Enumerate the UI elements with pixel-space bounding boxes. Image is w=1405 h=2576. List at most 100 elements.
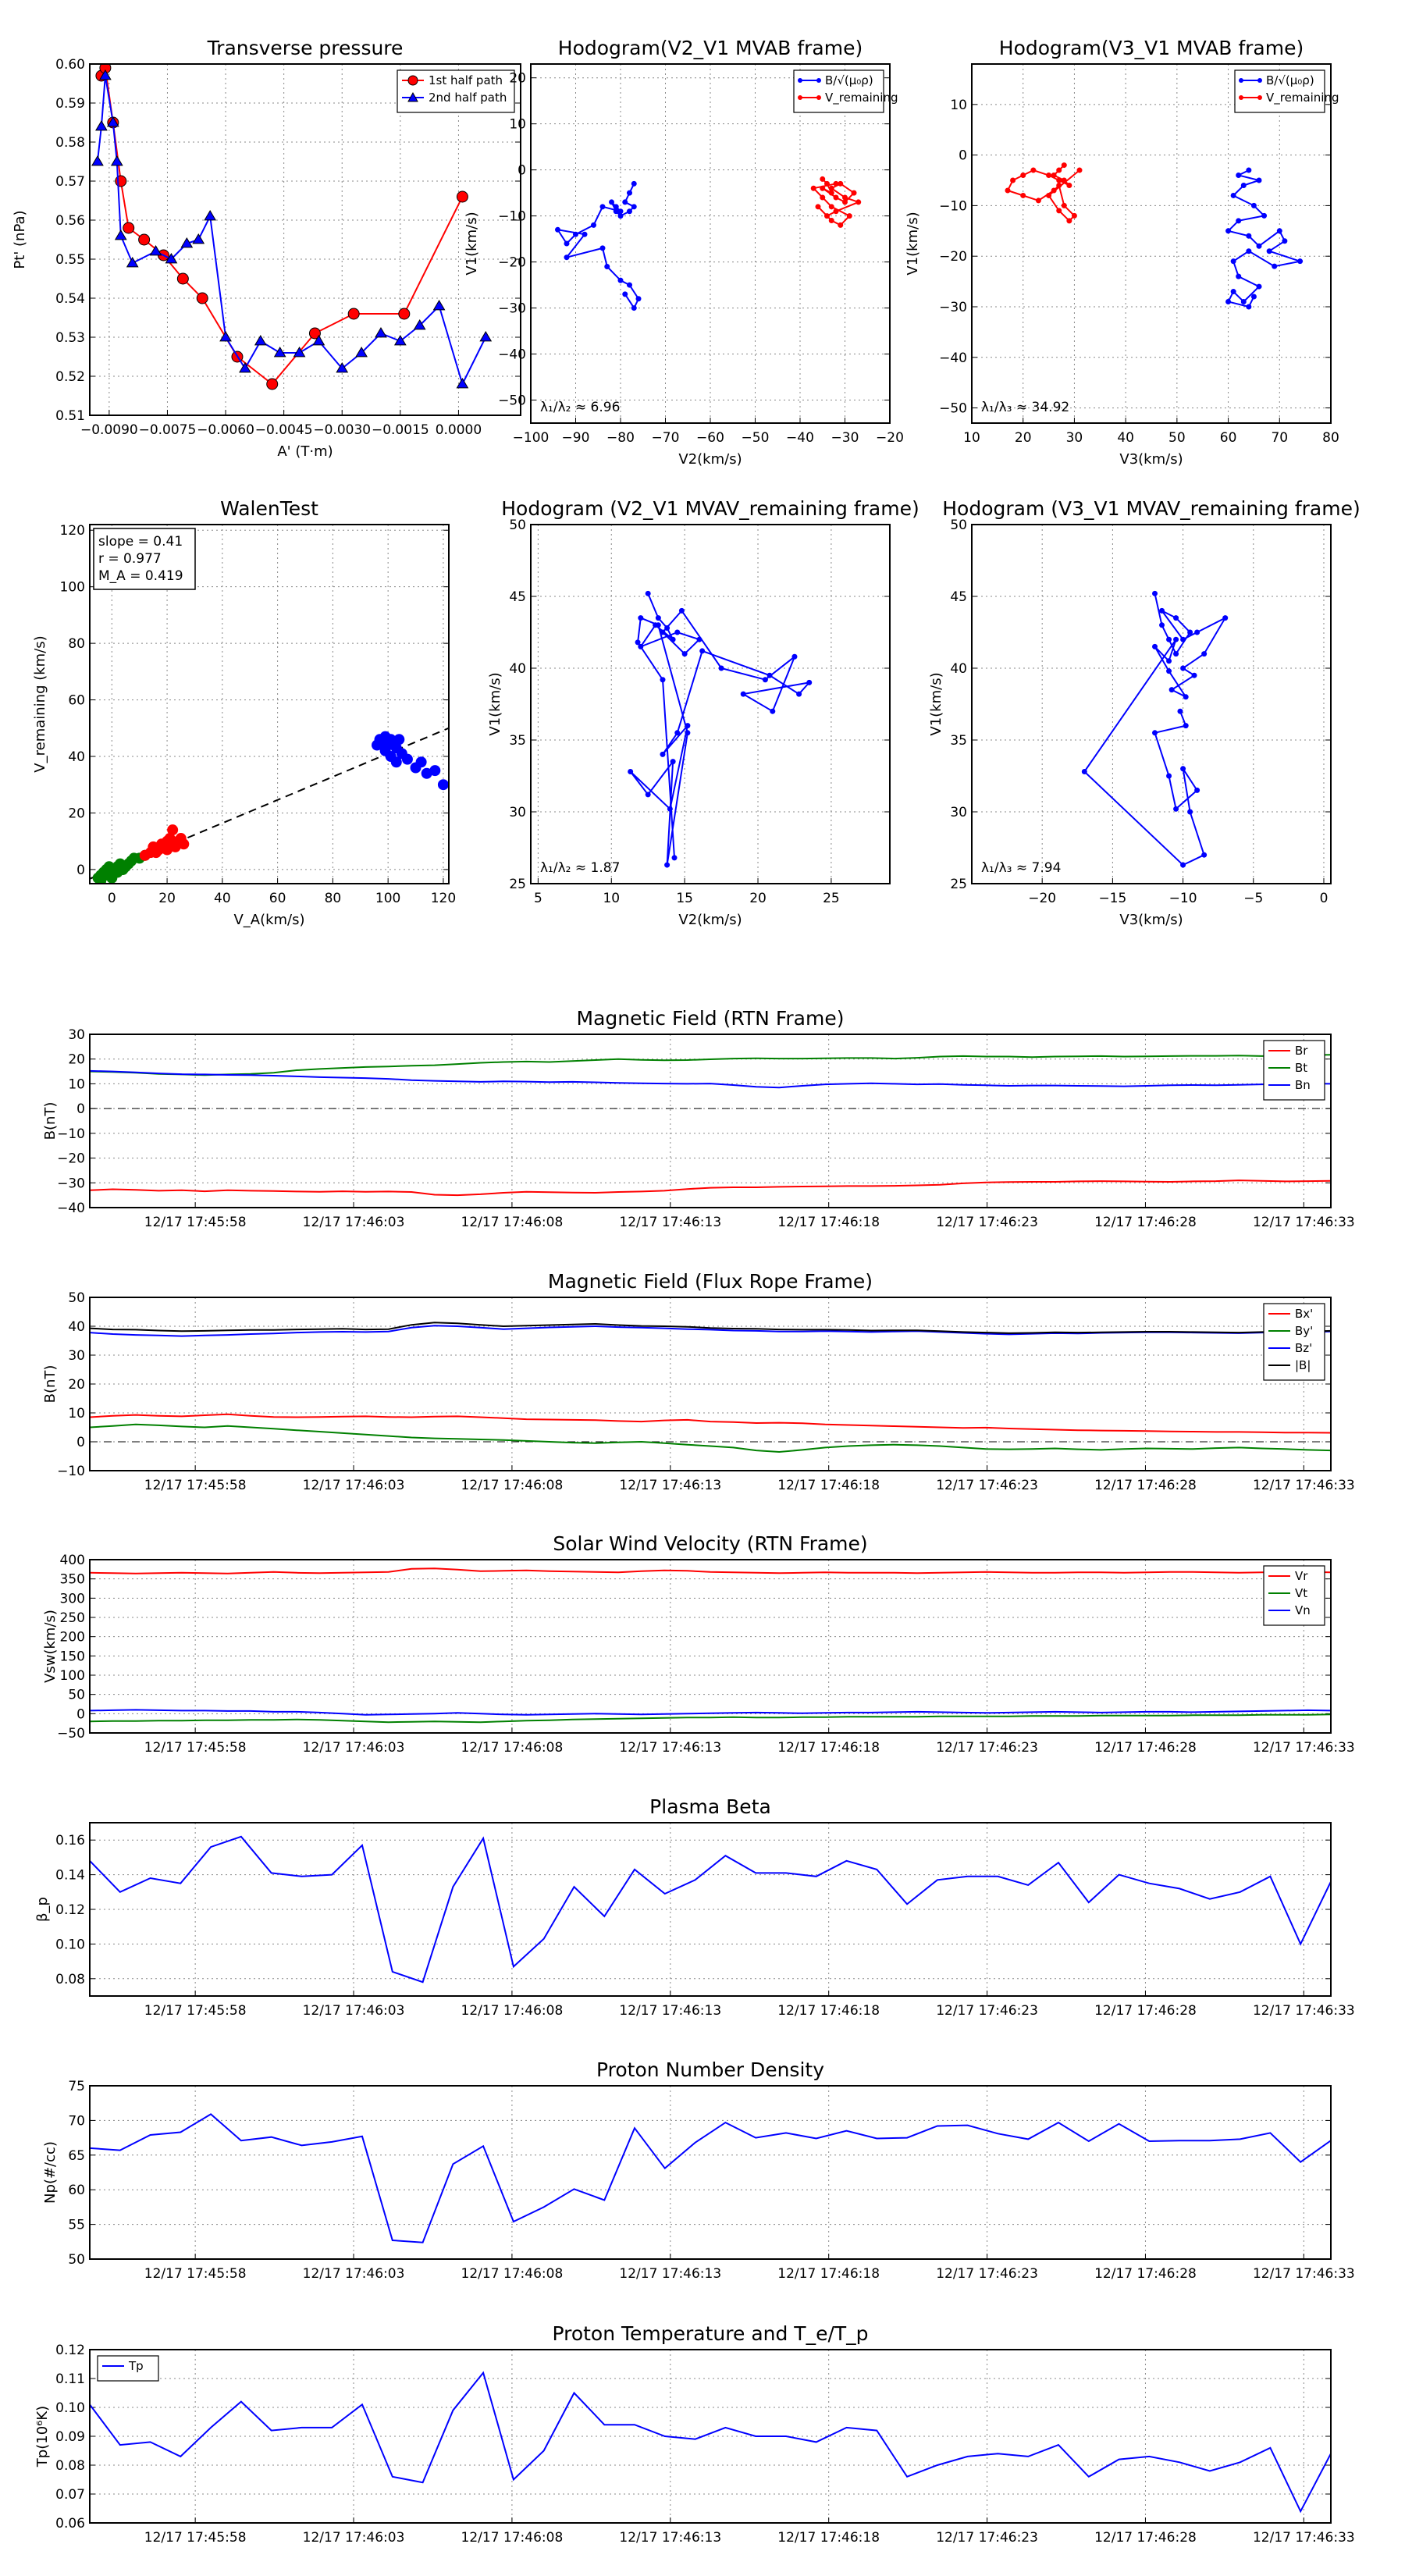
series-line-bn bbox=[90, 1069, 1331, 1089]
info-box bbox=[93, 528, 196, 590]
data-point bbox=[398, 308, 411, 320]
data-point bbox=[1046, 173, 1052, 179]
data-point bbox=[1005, 187, 1011, 194]
solar-wind-velocity-chart: Solar Wind Velocity (RTN Frame) −50 0 50 100… bbox=[42, 1532, 1355, 1756]
data-point bbox=[660, 751, 666, 757]
y-tick-label: 0.52 bbox=[55, 369, 85, 385]
legend-marker bbox=[816, 78, 821, 83]
x-tick-label: 12/17 17:45:58 bbox=[144, 2003, 247, 2019]
y-axis-label: V1(km/s) bbox=[487, 672, 503, 735]
y-tick-label: −40 bbox=[57, 1201, 85, 1216]
data-point bbox=[1159, 607, 1165, 614]
data-point bbox=[432, 300, 446, 311]
data-point bbox=[437, 779, 449, 791]
hodogram-v3-v1-mvab-chart: Hodogram(V3_V1 MVAB frame) −50 −40 −30 −20 −1… bbox=[905, 37, 1339, 468]
data-point bbox=[1225, 228, 1232, 234]
x-tick-label: 12/17 17:46:18 bbox=[777, 2530, 880, 2546]
data-point bbox=[219, 331, 232, 342]
x-axis-label: V3(km/s) bbox=[1119, 451, 1183, 468]
legend-marker bbox=[407, 75, 418, 86]
y-tick-label: 0 bbox=[76, 1706, 85, 1722]
x-tick-label: −0.0045 bbox=[255, 422, 313, 438]
x-tick-label: 12/17 17:45:58 bbox=[144, 1215, 247, 1230]
y-axis-label: V1(km/s) bbox=[905, 212, 921, 275]
data-point bbox=[1183, 694, 1189, 700]
data-point bbox=[1159, 622, 1165, 628]
plot-area bbox=[90, 1835, 1331, 1984]
y-tick-label: 25 bbox=[950, 877, 967, 892]
x-tick-label: 12/17 17:46:13 bbox=[619, 1215, 721, 1230]
data-point bbox=[117, 863, 129, 875]
x-tick-label: 50 bbox=[1168, 430, 1186, 446]
legend-marker bbox=[1239, 95, 1243, 100]
y-tick-label: 65 bbox=[68, 2148, 85, 2164]
data-point bbox=[638, 643, 644, 649]
x-tick-label: 12/17 17:46:08 bbox=[461, 2266, 564, 2282]
plot-frame bbox=[89, 2349, 1332, 2524]
data-point bbox=[1152, 643, 1158, 649]
data-point bbox=[833, 208, 839, 215]
data-point bbox=[681, 651, 688, 657]
data-point bbox=[664, 624, 670, 631]
y-axis-label: Tp(10⁶K) bbox=[34, 2406, 51, 2467]
chart-title: Magnetic Field (RTN Frame) bbox=[577, 1007, 845, 1030]
data-point bbox=[375, 327, 387, 338]
plasma-beta-chart: Plasma Beta 0.08 0.10 0.12 0.14 0.16 12/17 17:… bbox=[34, 1795, 1355, 2019]
plot-area bbox=[555, 176, 862, 311]
data-point bbox=[1152, 730, 1158, 736]
y-tick-label: 250 bbox=[60, 1610, 85, 1626]
data-point bbox=[204, 210, 217, 221]
data-point bbox=[678, 607, 685, 614]
x-tick-label: 60 bbox=[269, 891, 286, 906]
x-tick-label: 12/17 17:46:28 bbox=[1094, 2530, 1197, 2546]
data-point bbox=[628, 768, 634, 774]
plot-frame bbox=[971, 63, 1332, 424]
data-point bbox=[671, 855, 678, 861]
y-tick-label: 20 bbox=[509, 71, 526, 87]
data-point bbox=[1166, 668, 1172, 674]
data-point bbox=[266, 378, 279, 390]
data-point bbox=[1236, 218, 1242, 224]
data-point bbox=[828, 218, 834, 224]
y-tick-label: 0.12 bbox=[55, 2343, 85, 2358]
data-point bbox=[1035, 197, 1041, 204]
x-tick-label: 12/17 17:46:28 bbox=[1094, 1478, 1197, 1493]
data-point bbox=[1173, 651, 1179, 657]
y-tick-label: 0 bbox=[76, 863, 85, 878]
y-tick-label: 40 bbox=[950, 661, 967, 677]
legend-marker bbox=[798, 95, 802, 100]
data-point bbox=[1020, 192, 1026, 198]
data-point bbox=[239, 362, 251, 373]
data-point bbox=[1272, 263, 1278, 269]
x-tick-label: −50 bbox=[742, 430, 770, 446]
y-tick-label: 75 bbox=[68, 2079, 85, 2094]
legend-label: Tp bbox=[128, 2359, 144, 2373]
y-tick-label: 20 bbox=[68, 1052, 85, 1068]
plot-area bbox=[90, 727, 449, 884]
y-tick-label: 50 bbox=[68, 1290, 85, 1306]
chart-title: Magnetic Field (Flux Rope Frame) bbox=[548, 1270, 873, 1293]
x-tick-label: 12/17 17:46:03 bbox=[303, 2003, 405, 2019]
legend-label: V_remaining bbox=[825, 91, 898, 105]
x-tick-label: −0.0030 bbox=[313, 422, 371, 438]
x-tick-label: 70 bbox=[1271, 430, 1288, 446]
legend-label: B/√(μ₀ρ) bbox=[1266, 73, 1314, 87]
data-point bbox=[1180, 636, 1186, 642]
data-point bbox=[1194, 787, 1200, 793]
x-tick-label: 12/17 17:46:08 bbox=[461, 1478, 564, 1493]
data-point bbox=[106, 116, 119, 127]
chart-title: Proton Temperature and T_e/T_p bbox=[552, 2322, 868, 2345]
data-point bbox=[767, 672, 773, 678]
data-point bbox=[582, 231, 588, 237]
data-point bbox=[842, 194, 848, 201]
y-tick-label: 0.10 bbox=[55, 1937, 85, 1952]
data-point bbox=[1276, 228, 1282, 234]
x-tick-label: 12/17 17:46:18 bbox=[777, 2266, 880, 2282]
x-tick-label: 12/17 17:46:03 bbox=[303, 1478, 405, 1493]
y-tick-label: −40 bbox=[939, 350, 967, 366]
data-point bbox=[312, 335, 325, 346]
data-point bbox=[851, 190, 857, 196]
data-point bbox=[635, 296, 642, 302]
y-tick-label: 0.08 bbox=[55, 1972, 85, 1987]
x-tick-label: −0.0015 bbox=[372, 422, 429, 438]
